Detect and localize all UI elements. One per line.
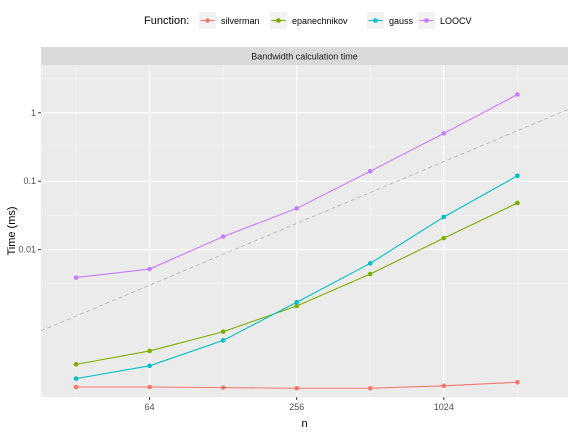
- data-point-epanechnikov: [441, 235, 447, 241]
- legend-title: Function:: [144, 15, 189, 27]
- x-axis: 64 256 1024: [145, 397, 454, 412]
- plot-panel: [41, 65, 568, 397]
- legend-item-epanechnikov: epanechnikov: [270, 12, 348, 29]
- data-point-loocv: [441, 131, 447, 136]
- x-tick-label: 1024: [434, 402, 454, 412]
- facet-strip-label: Bandwidth calculation time: [251, 52, 358, 62]
- data-point-silverman: [220, 385, 226, 390]
- data-point-epanechnikov: [515, 200, 520, 206]
- data-point-gauss: [147, 363, 152, 369]
- series-loocv: [73, 92, 520, 280]
- data-point-epanechnikov: [147, 348, 152, 354]
- legend-item-silverman: silverman: [199, 12, 260, 29]
- y-tick-label: 0.1: [23, 176, 36, 186]
- y-tick-label: 1: [31, 108, 36, 118]
- reference-line-layer: [40, 109, 569, 332]
- data-point-loocv: [515, 92, 520, 97]
- data-point-epanechnikov: [294, 303, 300, 309]
- x-tick-label: 256: [289, 402, 304, 412]
- data-point-gauss: [515, 173, 520, 179]
- legend-label-gauss: gauss: [389, 16, 414, 26]
- data-point-epanechnikov: [73, 362, 79, 367]
- legend-key-point-epanechnikov: [276, 18, 281, 23]
- data-point-silverman: [73, 384, 79, 390]
- data-point-silverman: [367, 385, 373, 391]
- series-layer: [73, 92, 520, 391]
- data-point-gauss: [73, 376, 79, 381]
- series-gauss: [73, 173, 520, 381]
- legend: Function: silverman epanechnikov gauss LOOC…: [144, 12, 472, 29]
- series-epanechnikov: [73, 200, 520, 367]
- legend-items: silverman epanechnikov gauss LOOCV: [199, 12, 472, 29]
- data-point-loocv: [73, 275, 79, 280]
- data-point-loocv: [294, 206, 300, 211]
- legend-label-epanechnikov: epanechnikov: [292, 16, 348, 26]
- legend-label-loocv: LOOCV: [440, 16, 472, 26]
- facet-strip: [41, 47, 568, 65]
- y-axis: 0.01 0.1 1: [18, 108, 41, 255]
- data-point-silverman: [441, 383, 447, 389]
- data-point-gauss: [220, 338, 226, 343]
- legend-label-silverman: silverman: [221, 16, 260, 26]
- legend-key-point-loocv: [424, 18, 429, 23]
- data-point-silverman: [147, 384, 152, 390]
- data-point-loocv: [367, 168, 373, 174]
- y-tick-label: 0.01: [18, 245, 36, 255]
- data-point-silverman: [294, 385, 300, 391]
- legend-key-point-gauss: [373, 18, 378, 23]
- reference-line: [40, 109, 569, 332]
- data-point-gauss: [294, 299, 300, 305]
- data-point-loocv: [220, 234, 226, 239]
- legend-item-loocv: LOOCV: [418, 12, 472, 29]
- data-point-epanechnikov: [367, 271, 373, 277]
- legend-key-point-silverman: [205, 18, 210, 23]
- x-tick-label: 64: [145, 402, 155, 412]
- data-point-silverman: [515, 379, 520, 385]
- legend-item-gauss: gauss: [367, 12, 414, 29]
- data-point-epanechnikov: [220, 329, 226, 335]
- data-point-loocv: [147, 266, 152, 272]
- x-axis-title: n: [301, 418, 307, 430]
- series-silverman: [73, 379, 520, 391]
- data-point-gauss: [441, 214, 447, 220]
- y-axis-title: Time (ms): [6, 206, 18, 255]
- grid-minor: [41, 65, 568, 397]
- data-point-gauss: [367, 261, 373, 266]
- grid-major: [41, 65, 568, 397]
